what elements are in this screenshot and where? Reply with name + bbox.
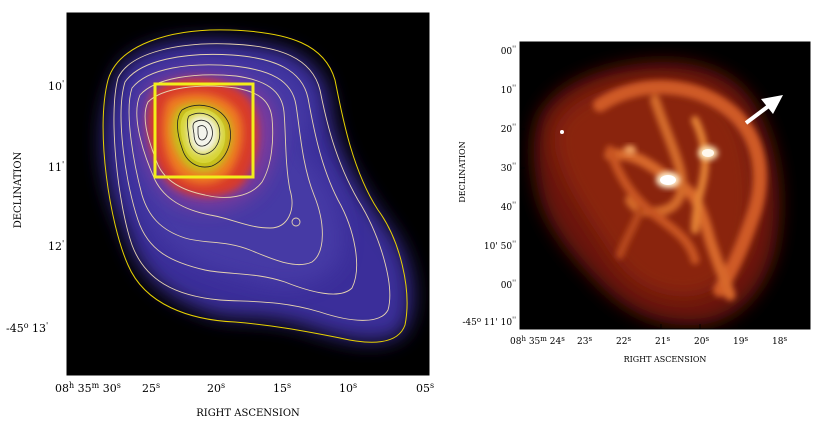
outer-contour: [102, 29, 408, 343]
right-frame: [519, 41, 811, 330]
left-frame: [66, 12, 430, 376]
left-y-tick-labels: 10' 11' 12' -45o 13': [6, 79, 64, 335]
right-xray-image: [533, 61, 783, 326]
left-x-tick-5: 05s: [416, 381, 434, 395]
right-ylabel: DECLINATION: [458, 141, 467, 202]
right-x-tick-4: 20s: [694, 335, 709, 347]
left-y-tick-3: -45o 13': [6, 321, 48, 335]
right-y-tick-0: 00'': [501, 45, 516, 57]
arrow-up-right-icon: [744, 95, 783, 125]
right-x-tick-2: 22s: [616, 335, 631, 347]
left-xlabel: RIGHT ASCENSION: [196, 408, 300, 419]
left-ylabel: DECLINATION: [13, 151, 24, 228]
right-ticks: [520, 42, 810, 329]
left-x-tick-0: 08h 35m 30s: [55, 381, 121, 395]
right-y-tick-1: 10'': [501, 84, 516, 96]
right-y-tick-4: 40'': [501, 201, 516, 213]
left-y-tick-0: 10': [48, 79, 64, 93]
right-y-tick-5: 10' 50'': [484, 240, 516, 252]
right-x-tick-0: 08h 35m 24s: [510, 335, 565, 347]
right-x-tick-5: 19s: [733, 335, 748, 347]
right-x-tick-6: 18s: [772, 335, 787, 347]
left-y-tick-1: 11': [48, 160, 64, 174]
right-y-tick-3: 30'': [501, 162, 516, 174]
left-x-tick-3: 15s: [273, 381, 291, 395]
left-y-tick-2: 12': [48, 239, 64, 253]
right-x-tick-3: 21s: [655, 335, 670, 347]
left-x-tick-labels: 08h 35m 30s 25s 20s 15s 10s 05s: [55, 381, 434, 395]
left-panel: 08h 35m 30s 25s 20s 15s 10s 05s RIGHT AS…: [6, 12, 434, 419]
left-x-tick-1: 25s: [142, 381, 160, 395]
right-y-tick-2: 20'': [501, 123, 516, 135]
left-x-tick-2: 20s: [207, 381, 225, 395]
inner-contours: [113, 43, 391, 321]
zoom-region-box: [153, 82, 255, 179]
left-ticks: [67, 13, 429, 375]
right-panel: 08h 35m 24s 23s 22s 21s 20s 19s 18s RIGH…: [458, 41, 811, 364]
right-x-tick-1: 23s: [577, 335, 592, 347]
right-xlabel: RIGHT ASCENSION: [624, 355, 707, 364]
right-y-tick-7: -45o 11' 10'': [462, 316, 516, 328]
right-y-tick-labels: 00'' 10'' 20'' 30'' 40'' 10' 50'' 00'' -…: [462, 45, 516, 328]
right-x-tick-labels: 08h 35m 24s 23s 22s 21s 20s 19s 18s: [510, 335, 787, 347]
left-xray-image: [102, 29, 412, 343]
right-y-tick-6: 00'': [501, 279, 516, 291]
core-contours: [177, 104, 231, 168]
left-x-tick-4: 10s: [339, 381, 357, 395]
